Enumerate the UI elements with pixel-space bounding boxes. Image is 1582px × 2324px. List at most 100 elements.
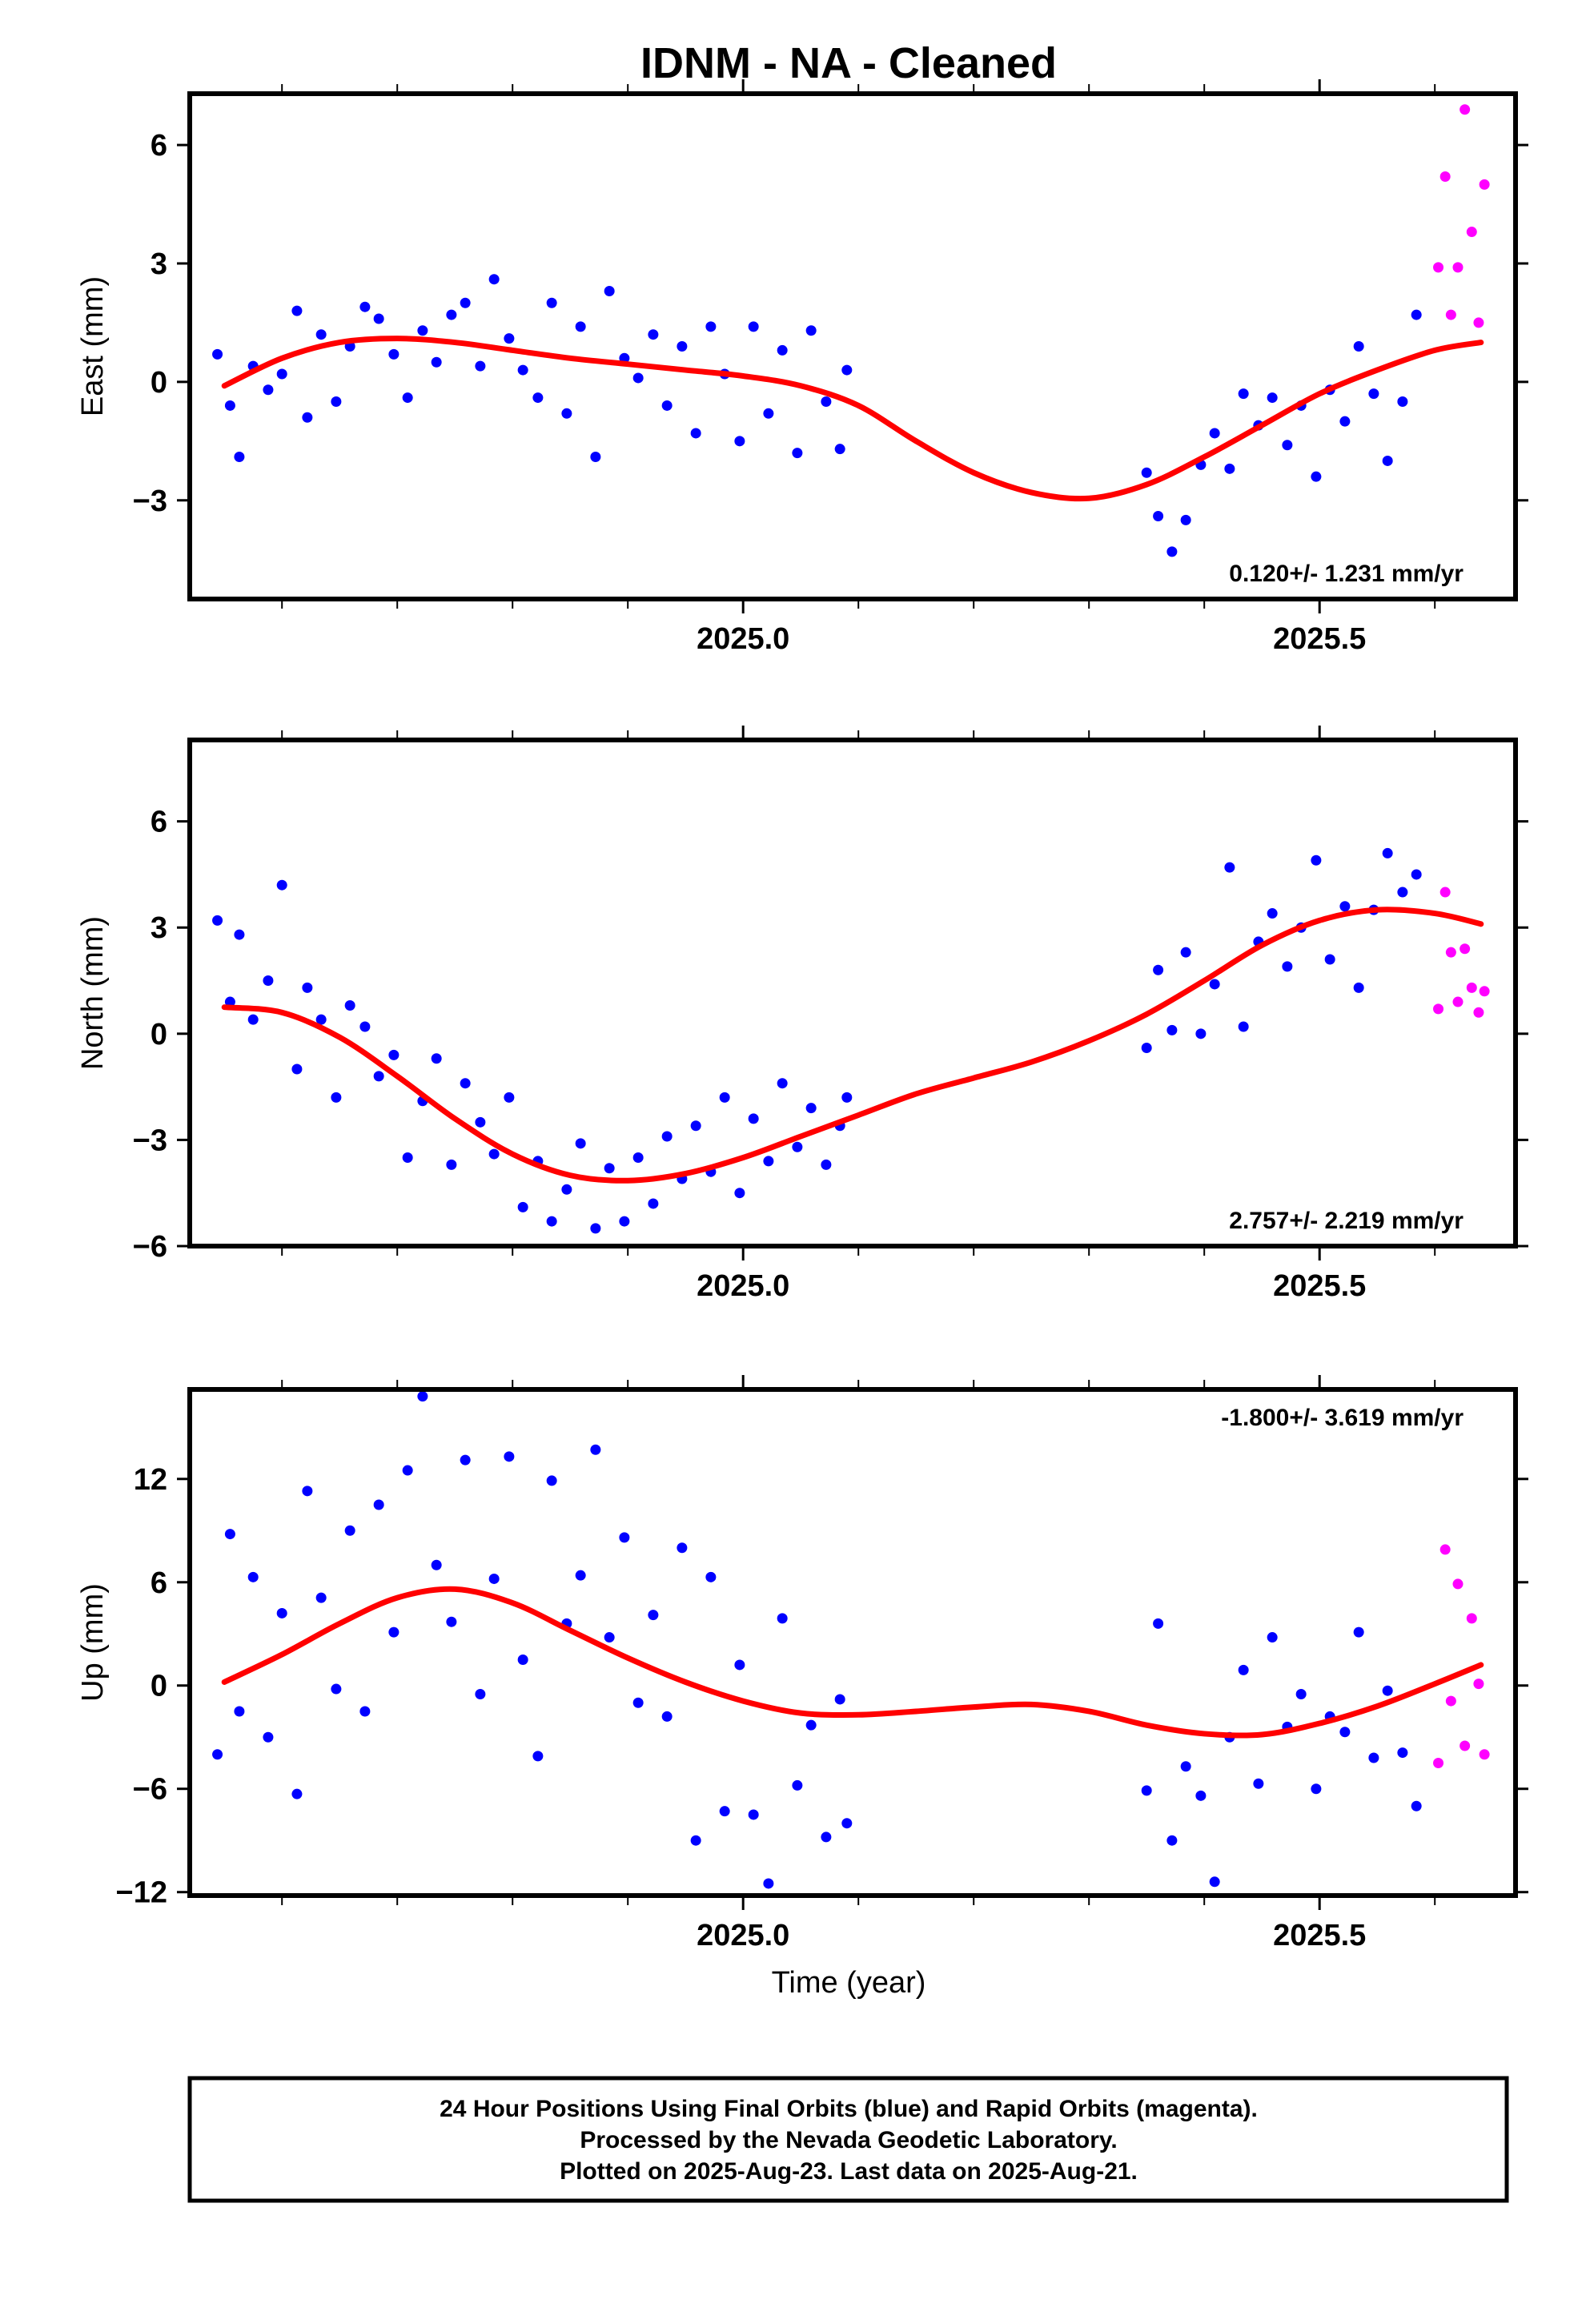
- up-final-point: [276, 1607, 287, 1618]
- east-rapid-point: [1445, 309, 1456, 320]
- east-x-tick-label: 2025.5: [1273, 622, 1366, 656]
- north-final-point: [517, 1201, 528, 1212]
- east-final-point: [1282, 440, 1293, 451]
- north-final-point: [604, 1163, 615, 1174]
- up-final-point: [1311, 1783, 1322, 1795]
- up-final-point: [734, 1659, 745, 1671]
- north-final-point: [561, 1184, 572, 1195]
- east-final-point: [841, 364, 853, 376]
- north-final-point: [504, 1092, 515, 1103]
- north-final-point: [648, 1198, 659, 1209]
- up-y-tick-label: 6: [151, 1566, 167, 1600]
- north-final-point: [1397, 887, 1408, 898]
- up-final-point: [488, 1573, 500, 1584]
- up-final-point: [344, 1525, 355, 1536]
- east-rapid-point: [1466, 227, 1477, 238]
- east-final-point: [705, 321, 717, 332]
- east-final-point: [1411, 309, 1422, 320]
- north-x-tick-label: 2025.0: [697, 1269, 789, 1303]
- east-final-point: [834, 444, 845, 455]
- up-final-point: [834, 1694, 845, 1705]
- east-final-point: [373, 313, 384, 324]
- up-final-point: [388, 1626, 400, 1638]
- east-final-point: [1339, 416, 1351, 427]
- east-final-point: [224, 400, 235, 411]
- up-final-point: [1339, 1727, 1351, 1738]
- east-y-tick-label: −3: [133, 485, 167, 518]
- north-final-point: [373, 1071, 384, 1082]
- north-final-point: [488, 1148, 500, 1160]
- north-rapid-point: [1460, 943, 1471, 955]
- north-final-point: [792, 1141, 803, 1152]
- north-rapid-point: [1433, 1003, 1444, 1015]
- east-final-point: [388, 348, 400, 360]
- up-final-point: [777, 1613, 788, 1624]
- up-plot-frame: [187, 1387, 1518, 1898]
- north-final-point: [263, 975, 274, 987]
- up-final-point: [661, 1711, 673, 1722]
- north-final-point: [1180, 947, 1191, 958]
- north-final-point: [632, 1152, 644, 1164]
- east-final-point: [734, 436, 745, 447]
- east-final-point: [446, 309, 457, 320]
- up-final-point: [1153, 1618, 1164, 1629]
- up-y-tick-label: −12: [116, 1876, 167, 1910]
- north-panel: 2025.0 2025.5 −6 −3 0 3 6 North (mm) 2.757+/- 2.…: [76, 726, 1528, 1303]
- north-final-point: [388, 1049, 400, 1060]
- north-final-point: [1153, 964, 1164, 975]
- footer-box: [187, 2076, 1509, 2203]
- east-final-point: [263, 384, 274, 396]
- east-final-point: [604, 285, 615, 296]
- up-final-point: [619, 1532, 630, 1543]
- up-final-point: [224, 1529, 235, 1540]
- up-final-point: [1295, 1688, 1307, 1699]
- north-final-point: [1311, 854, 1322, 866]
- north-final-point: [1141, 1043, 1152, 1054]
- north-final-point: [748, 1113, 759, 1124]
- east-final-point: [331, 396, 342, 408]
- up-final-point: [373, 1499, 384, 1510]
- north-final-point: [247, 1014, 259, 1025]
- east-final-point: [276, 368, 287, 380]
- up-x-tick-label: 2025.0: [697, 1919, 789, 1952]
- up-rapid-point: [1466, 1613, 1477, 1624]
- up-rapid-point: [1433, 1757, 1444, 1768]
- up-final-point: [1411, 1800, 1422, 1811]
- north-y-tick-label: 0: [151, 1018, 167, 1051]
- north-rate-label: 2.757+/- 2.219 mm/yr: [1229, 1208, 1464, 1234]
- north-final-point: [1224, 862, 1235, 873]
- north-final-point: [224, 996, 235, 1007]
- east-final-point: [475, 360, 486, 372]
- east-final-point: [792, 448, 803, 459]
- east-final-point: [575, 321, 586, 332]
- north-final-point: [1267, 908, 1278, 919]
- north-final-point: [460, 1078, 471, 1089]
- north-y-tick-label: 3: [151, 911, 167, 945]
- north-y-tick-label: −6: [133, 1230, 167, 1264]
- up-rate-label: -1.800+/- 3.619 mm/yr: [1221, 1405, 1464, 1431]
- north-final-point: [446, 1159, 457, 1170]
- up-final-point: [805, 1719, 817, 1731]
- east-final-point: [1382, 455, 1393, 466]
- east-y-axis-label: East (mm): [76, 276, 110, 416]
- east-final-point: [1368, 388, 1379, 400]
- east-final-point: [561, 408, 572, 419]
- north-final-point: [734, 1188, 745, 1199]
- east-final-point: [234, 452, 245, 463]
- east-y-tick-label: 0: [151, 366, 167, 400]
- east-y-tick-label: 3: [151, 247, 167, 281]
- up-final-point: [705, 1571, 717, 1582]
- up-final-point: [1368, 1752, 1379, 1763]
- up-final-point: [792, 1779, 803, 1791]
- east-final-point: [1141, 467, 1152, 478]
- north-y-tick-label: 6: [151, 806, 167, 839]
- up-final-point: [1180, 1761, 1191, 1772]
- north-rapid-point: [1452, 996, 1464, 1007]
- north-final-point: [234, 929, 245, 940]
- up-panel: 2025.0 2025.5 −12 −6 0 6 12 Up (mm) -1.800+/- 3.…: [76, 1375, 1528, 1952]
- east-final-point: [1311, 471, 1322, 482]
- east-x-tick-label: 2025.0: [697, 622, 789, 656]
- east-rapid-point: [1473, 317, 1484, 328]
- north-final-point: [1166, 1024, 1178, 1035]
